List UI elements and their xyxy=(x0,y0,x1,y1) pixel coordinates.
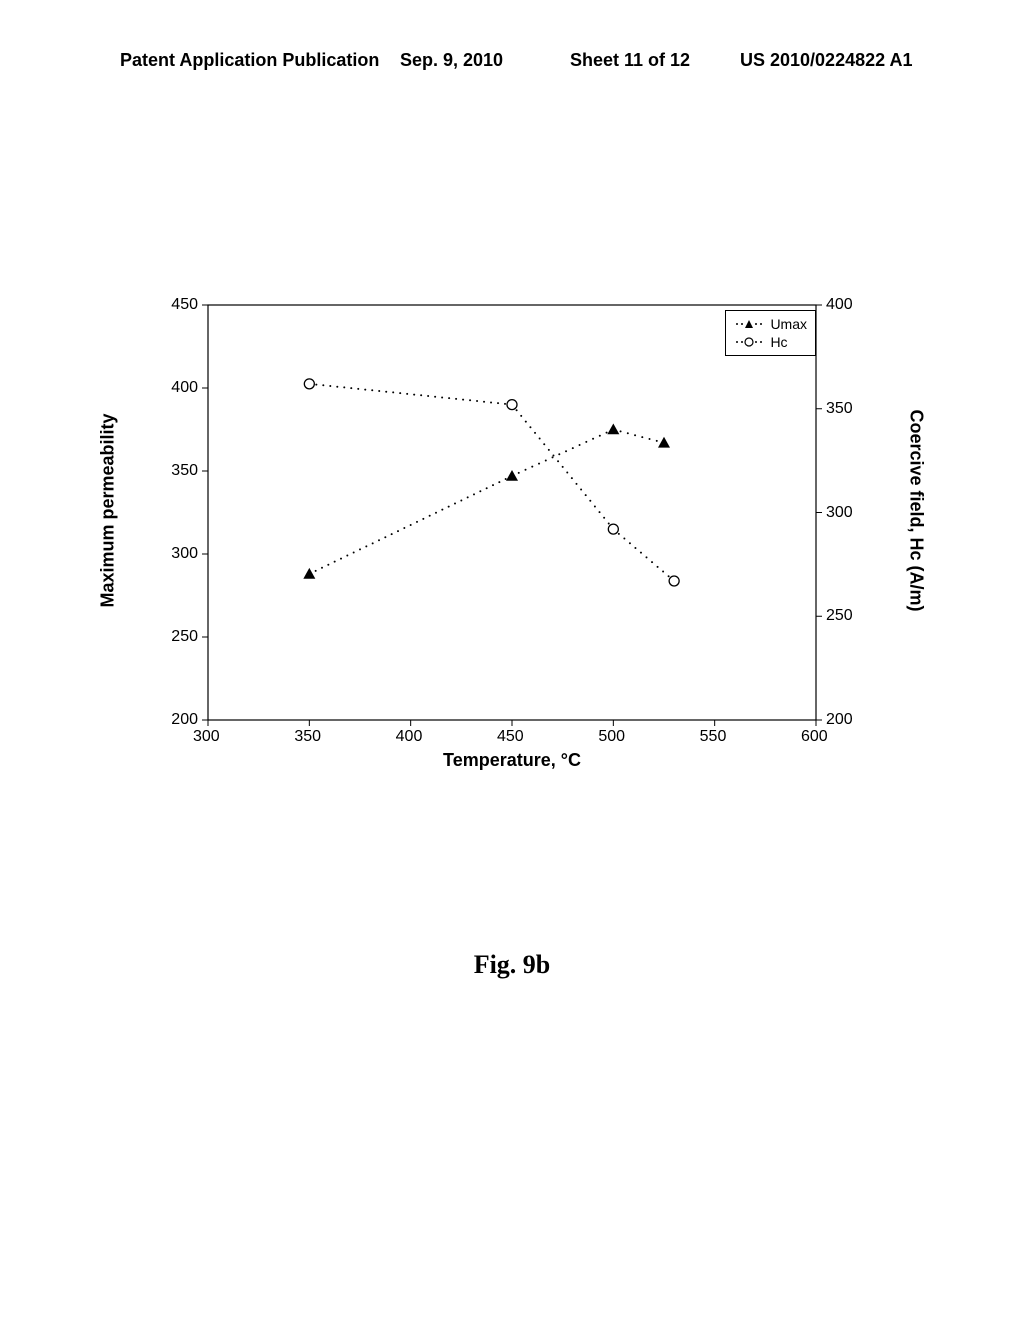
legend: Umax Hc xyxy=(725,310,816,356)
legend-label: Umax xyxy=(770,315,807,333)
figure-caption: Fig. 9b xyxy=(0,950,1024,980)
y-left-tick-label: 250 xyxy=(171,628,198,646)
y-right-tick-label: 250 xyxy=(826,607,853,625)
y-right-tick-label: 400 xyxy=(826,296,853,314)
x-tick-label: 450 xyxy=(497,728,524,746)
y-left-tick-label: 200 xyxy=(171,711,198,729)
x-tick-label: 500 xyxy=(598,728,625,746)
chart-svg xyxy=(148,300,876,780)
y-left-tick-label: 400 xyxy=(171,379,198,397)
legend-item: Hc xyxy=(734,333,807,351)
y-right-tick-label: 300 xyxy=(826,504,853,522)
x-tick-label: 300 xyxy=(193,728,220,746)
header-date: Sep. 9, 2010 xyxy=(400,50,503,71)
legend-item: Umax xyxy=(734,315,807,333)
header-left: Patent Application Publication xyxy=(120,50,379,71)
header-pubno: US 2010/0224822 A1 xyxy=(740,50,912,71)
y-left-tick-label: 350 xyxy=(171,462,198,480)
x-tick-label: 550 xyxy=(700,728,727,746)
y-axis-left-label: Maximum permeability xyxy=(98,401,119,621)
legend-label: Hc xyxy=(770,333,787,351)
y-axis-right-label: Coercive field, Hᴄ (A/m) xyxy=(906,391,927,631)
chart-dual-axis: 200 250 300 350 400 450 200 250 300 350 400 300 35… xyxy=(148,300,876,780)
x-axis-label: Temperature, °C xyxy=(148,750,876,771)
x-tick-label: 600 xyxy=(801,728,828,746)
y-left-tick-label: 450 xyxy=(171,296,198,314)
y-right-tick-label: 350 xyxy=(826,400,853,418)
y-right-tick-label: 200 xyxy=(826,711,853,729)
header-sheet: Sheet 11 of 12 xyxy=(570,50,690,71)
x-tick-label: 400 xyxy=(396,728,423,746)
x-tick-label: 350 xyxy=(294,728,321,746)
y-left-tick-label: 300 xyxy=(171,545,198,563)
